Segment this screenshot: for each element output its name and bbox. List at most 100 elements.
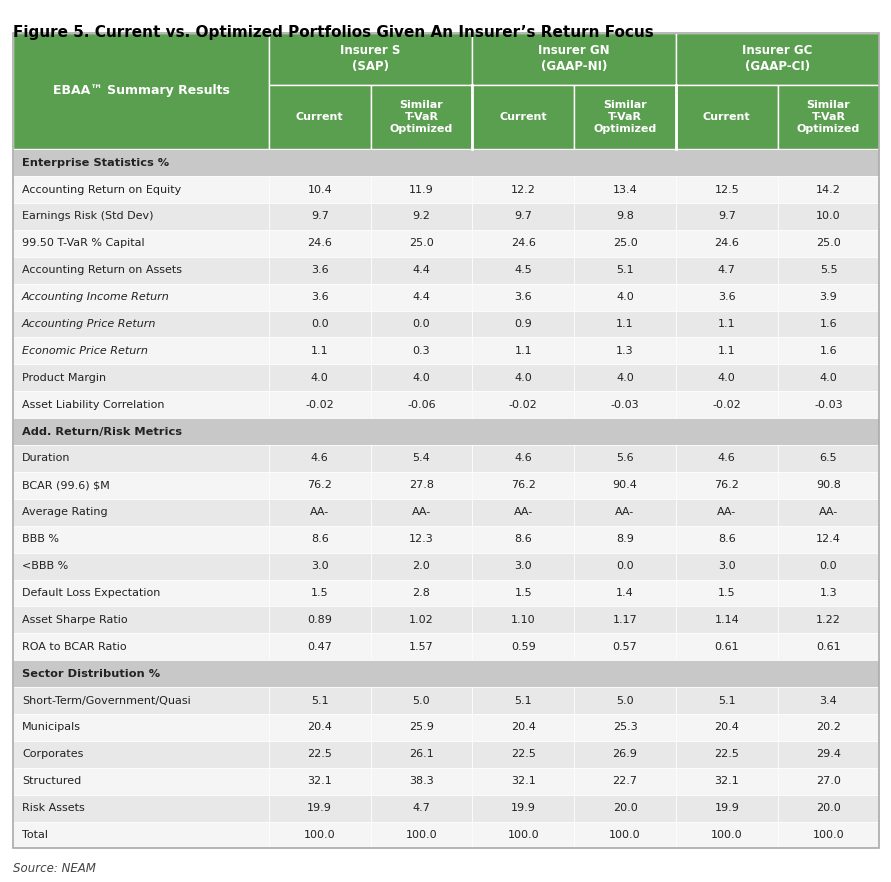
Text: 4.6: 4.6 [718,453,736,463]
Bar [13,526,269,553]
Bar [676,768,778,795]
Bar [13,445,269,472]
Bar [371,553,472,579]
Bar [371,257,472,284]
Bar [778,553,879,579]
Text: ROA to BCAR Ratio: ROA to BCAR Ratio [22,642,127,652]
Text: 3.6: 3.6 [311,292,329,303]
Bar [574,364,676,392]
Bar [13,661,879,687]
Bar [472,795,574,822]
Bar [472,553,574,579]
Text: -0.02: -0.02 [713,400,741,410]
Text: 13.4: 13.4 [613,184,637,195]
Text: 76.2: 76.2 [511,481,535,490]
Text: Accounting Income Return: Accounting Income Return [22,292,170,303]
Text: 5.1: 5.1 [311,696,329,706]
Text: 1.17: 1.17 [613,615,637,624]
Text: 100.0: 100.0 [508,830,539,840]
Text: 5.1: 5.1 [617,265,634,275]
Bar [472,526,574,553]
Text: Corporates: Corporates [22,750,84,759]
Text: -0.02: -0.02 [306,400,334,410]
Text: 25.0: 25.0 [409,238,434,249]
Text: 5.5: 5.5 [820,265,838,275]
Bar [676,176,778,203]
Text: 29.4: 29.4 [816,750,841,759]
Bar [269,714,371,741]
Text: Insurer GN
(GAAP-NI): Insurer GN (GAAP-NI) [538,44,610,73]
Bar [269,633,371,661]
Text: Earnings Risk (Std Dev): Earnings Risk (Std Dev) [22,212,153,221]
Text: AA-: AA- [513,507,533,517]
Bar [676,579,778,607]
Text: 32.1: 32.1 [715,776,740,786]
Bar [676,822,778,848]
Bar [269,33,472,85]
Text: 3.4: 3.4 [820,696,838,706]
Bar [472,230,574,257]
Text: 90.4: 90.4 [613,481,637,490]
Text: 14.2: 14.2 [816,184,841,195]
Bar [269,85,371,149]
Text: 5.0: 5.0 [617,696,634,706]
Bar [371,687,472,714]
Text: 2.8: 2.8 [413,588,430,598]
Text: 22.5: 22.5 [511,750,535,759]
Text: AA-: AA- [717,507,736,517]
Bar [269,203,371,230]
Bar [13,607,269,633]
Text: 4.5: 4.5 [514,265,532,275]
Text: 38.3: 38.3 [409,776,434,786]
Text: Insurer S
(SAP): Insurer S (SAP) [340,44,401,73]
Bar [778,338,879,364]
Bar [574,714,676,741]
Bar [13,338,269,364]
Text: AA-: AA- [616,507,634,517]
Bar [778,472,879,499]
Bar [472,284,574,310]
Bar [13,230,269,257]
Bar [574,257,676,284]
Text: 99.50 T-VaR % Capital: 99.50 T-VaR % Capital [22,238,144,249]
Text: Insurer GC
(GAAP-CI): Insurer GC (GAAP-CI) [742,44,813,73]
Text: 1.6: 1.6 [820,346,838,356]
Bar [13,364,269,392]
Bar [676,392,778,418]
Text: 2.0: 2.0 [413,561,430,571]
Text: Asset Liability Correlation: Asset Liability Correlation [22,400,165,410]
Bar [269,768,371,795]
Text: 20.4: 20.4 [715,722,740,732]
Bar [472,579,574,607]
Text: Sector Distribution %: Sector Distribution % [22,669,160,678]
Bar [371,472,472,499]
Text: 20.4: 20.4 [511,722,535,732]
Text: 4.0: 4.0 [617,373,634,383]
Text: 0.57: 0.57 [613,642,637,652]
Bar [371,230,472,257]
Text: Municipals: Municipals [22,722,81,732]
Bar [13,822,269,848]
Text: <BBB %: <BBB % [22,561,69,571]
Bar [371,284,472,310]
Text: 0.9: 0.9 [514,319,532,329]
Bar [676,526,778,553]
Text: 26.1: 26.1 [409,750,434,759]
Text: 100.0: 100.0 [304,830,336,840]
Bar [574,633,676,661]
Bar [269,579,371,607]
Text: 19.9: 19.9 [511,804,535,813]
Text: 12.3: 12.3 [409,534,434,544]
Text: 5.4: 5.4 [413,453,430,463]
Bar [574,230,676,257]
Text: -0.03: -0.03 [814,400,843,410]
Text: 90.8: 90.8 [816,481,841,490]
Text: 11.9: 11.9 [409,184,434,195]
Bar [371,499,472,526]
Bar [371,203,472,230]
Bar [778,741,879,768]
Bar [574,526,676,553]
Text: AA-: AA- [310,507,330,517]
Text: 27.0: 27.0 [816,776,841,786]
Bar [269,607,371,633]
